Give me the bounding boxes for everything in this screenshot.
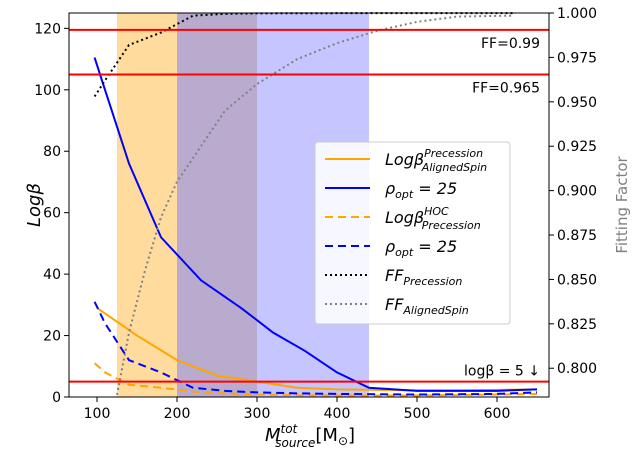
x-tick-label: 100 (84, 406, 111, 422)
x-tick-label: 600 (484, 406, 511, 422)
x-tick-label: 200 (164, 406, 191, 422)
legend-label-main: Logβ (385, 150, 424, 169)
legend-label-sub: AlignedSpin (402, 304, 468, 317)
y2-tick-label: 0.950 (557, 95, 597, 111)
series-line-4 (93, 301, 538, 396)
y-tick-label: 60 (43, 206, 61, 222)
legend-label-sub: opt (395, 188, 414, 201)
x-axis-label: Mtot source[M⊙] (265, 422, 355, 450)
reference-line-label-1: logβ = 5 ↓ (464, 364, 540, 380)
legend-label-sub: Precession (422, 219, 481, 232)
legend-label-rest: = 25 (413, 179, 457, 198)
legend-label-sub: Precession (403, 275, 462, 288)
reference-line-label-3: FF=0.99 (481, 36, 540, 52)
y-axis-label: Logβ (24, 183, 45, 227)
y2-tick-label: 0.900 (557, 184, 597, 200)
y2-tick-label: 0.825 (557, 317, 597, 333)
series-line-3 (93, 362, 538, 397)
legend-label-sub: AlignedSpin (421, 161, 487, 174)
x-axis-ticks: 100 200 300 400 500 600 (84, 397, 511, 422)
reference-lines (69, 28, 549, 383)
y2-axis-label: Fitting Factor (613, 156, 631, 254)
y-tick-label: 100 (34, 83, 61, 99)
series-line-6 (116, 14, 514, 396)
legend-label-main: Logβ (385, 208, 424, 227)
y2-axis-ticks: 0.800 0.825 0.850 0.875 0.900 0.925 0.950 0.975… (549, 6, 597, 377)
y-tick-label: 120 (34, 21, 61, 37)
legend-label-main: FF (385, 295, 404, 314)
y-tick-label: 80 (43, 144, 61, 160)
shaded-region-2 (177, 13, 257, 397)
legend-label-5: FFPrecession (385, 266, 462, 288)
x-tick-label: 400 (324, 406, 351, 422)
y-tick-label: 40 (43, 267, 61, 283)
y-tick-label: 20 (43, 329, 61, 345)
y2-tick-label: 0.850 (557, 272, 597, 288)
legend-label-sub: opt (395, 246, 414, 259)
reference-line-label-2: FF=0.965 (472, 80, 540, 96)
legend-label-3: LogβHOC Precession (385, 205, 481, 232)
x-tick-label: 300 (244, 406, 271, 422)
y-axis-ticks: 0 20 40 60 80 100 120 (34, 21, 69, 406)
y2-tick-label: 1.000 (557, 6, 597, 22)
legend-label-6: FFAlignedSpin (385, 295, 469, 317)
y2-tick-label: 0.975 (557, 50, 597, 66)
y-tick-label: 0 (52, 390, 61, 406)
legend-label-main: ρ (385, 237, 395, 256)
x-tick-label: 500 (404, 406, 431, 422)
y2-tick-label: 0.875 (557, 228, 597, 244)
legend-label-main: ρ (385, 179, 395, 198)
legend-label-sup: HOC (424, 205, 449, 218)
legend-label-2: ρopt = 25 (385, 179, 457, 201)
y2-tick-label: 0.800 (557, 361, 597, 377)
legend-label-sup: Precession (424, 147, 483, 160)
line-annotations: logβ = 5 ↓ FF=0.965 FF=0.99 (464, 36, 540, 380)
legend-label-rest: = 25 (413, 237, 457, 256)
legend-label-4: ρopt = 25 (385, 237, 457, 259)
legend-label-1: LogβPrecession AlignedSpin (385, 147, 487, 174)
y2-tick-label: 0.925 (557, 139, 597, 155)
plot-frame (68, 12, 550, 398)
series-line-2 (93, 57, 538, 392)
legend-label-main: FF (385, 266, 404, 285)
